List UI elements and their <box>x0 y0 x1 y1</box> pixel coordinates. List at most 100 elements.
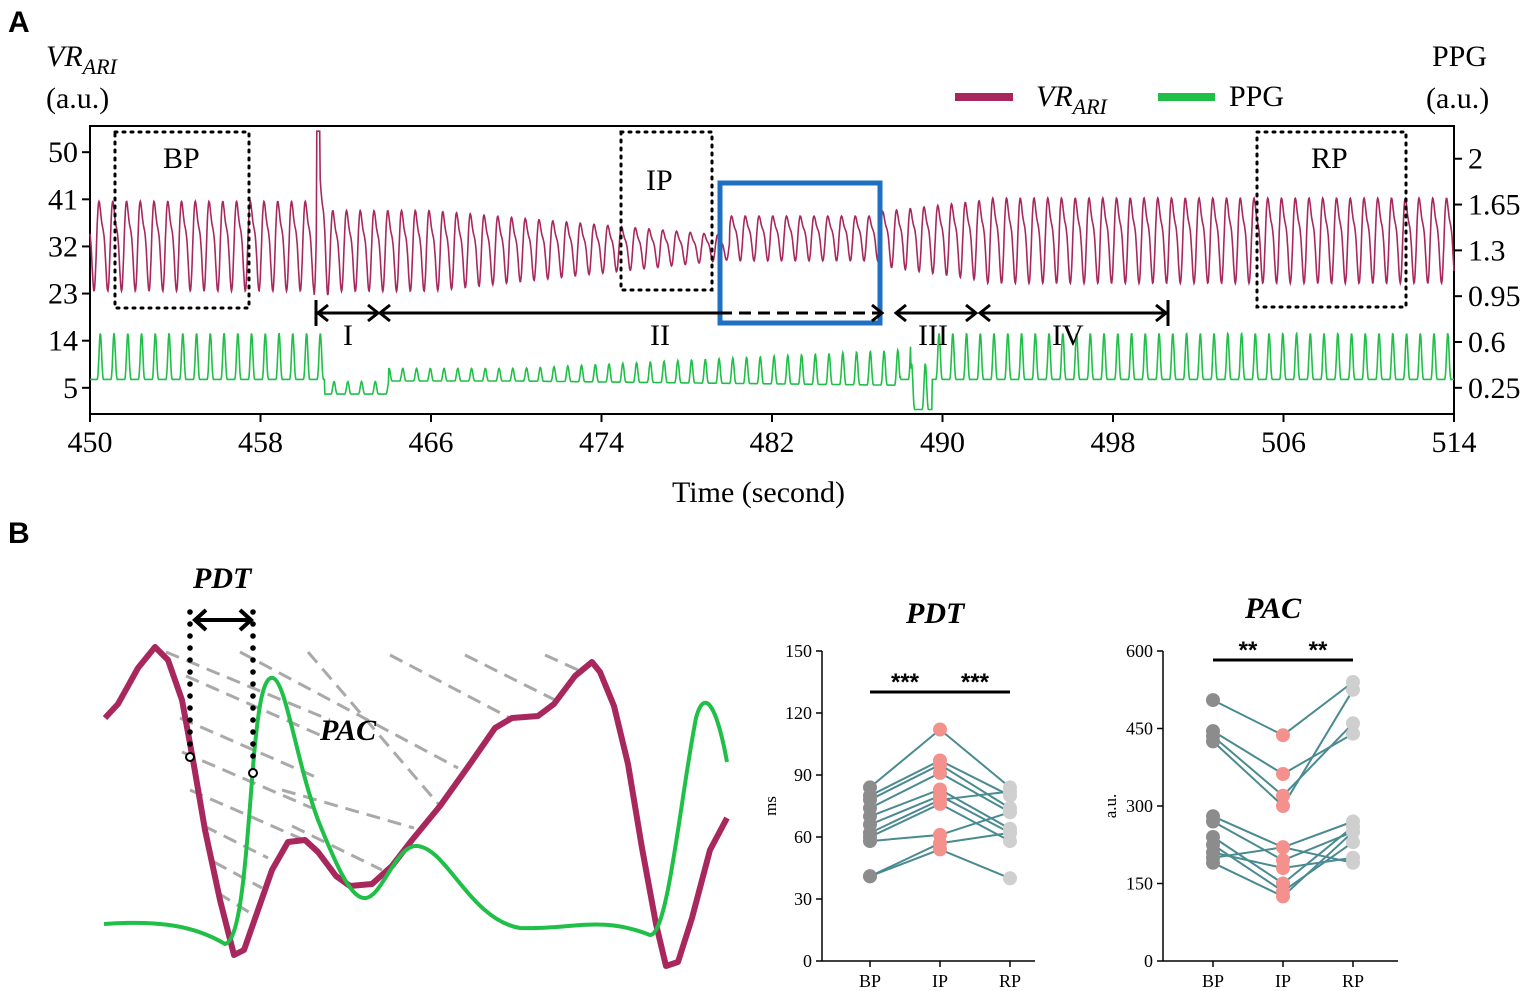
pdt-arrow-head-left <box>192 608 208 632</box>
right-axis-unit: (a.u.) <box>1426 82 1489 115</box>
data-point <box>1206 734 1220 749</box>
phase-label-i: I <box>343 319 353 352</box>
data-point <box>1276 889 1290 904</box>
pdt-dot <box>187 633 193 639</box>
data-point <box>933 842 947 857</box>
pac-y-label: a.u. <box>1101 794 1120 819</box>
phase-iii-head-right <box>965 303 979 323</box>
pdt-y-label: ms <box>761 796 780 816</box>
phase-label-ii: II <box>650 319 670 352</box>
region-label-rp: RP <box>1311 142 1348 175</box>
pdt-dot <box>250 693 256 699</box>
y-tick-label: 150 <box>1126 874 1153 894</box>
region-box-ip <box>619 130 714 292</box>
pdt-dot <box>250 621 256 627</box>
x-tick-label: IP <box>1275 971 1291 991</box>
data-point <box>1276 840 1290 855</box>
phase-ii-head-left <box>377 303 391 323</box>
significance-label: ** <box>1309 637 1328 664</box>
signals-a <box>89 130 1455 411</box>
phase-ii-head-right <box>871 303 885 323</box>
phase-label-iv: IV <box>1052 319 1084 352</box>
data-point <box>1276 799 1290 813</box>
y2-tick-label: 0.25 <box>1468 372 1521 405</box>
pdt-dot <box>250 645 256 651</box>
data-point <box>1206 855 1220 870</box>
pdt-dot <box>187 693 193 699</box>
x-tick-label: 514 <box>1432 426 1477 459</box>
y-tick-label: 50 <box>48 136 78 169</box>
y-tick-label: 90 <box>794 765 812 785</box>
subject-line <box>1212 681 1354 737</box>
schematic-ppg-curve <box>103 675 729 947</box>
x-tick-label: 450 <box>68 426 113 459</box>
y2-tick-label: 0.6 <box>1468 326 1506 359</box>
y-tick-label: 120 <box>785 703 812 723</box>
x-tick-label: IP <box>932 971 948 991</box>
data-point <box>1346 835 1360 850</box>
pdt-dot <box>250 657 256 663</box>
schematic-pdt-label: PDT <box>192 562 253 595</box>
phase-label-iii: III <box>918 319 948 352</box>
y-tick-label: 600 <box>1126 641 1153 661</box>
highlight-box <box>717 180 883 326</box>
y-tick-label: 150 <box>785 641 812 661</box>
schematic-vr-curve <box>102 644 730 969</box>
region-label-bp: BP <box>163 142 200 175</box>
ppg-signal <box>90 331 1454 411</box>
x-tick-label: BP <box>1202 971 1224 991</box>
x-tick-label: 490 <box>920 426 965 459</box>
pdt-dot <box>187 621 193 627</box>
legend-vr-label: VRARI <box>1036 80 1109 119</box>
pdt-arrow-head-right <box>238 608 254 632</box>
data-point <box>1346 716 1360 731</box>
pdt-end-marker <box>248 768 258 778</box>
pdt-dot <box>250 609 256 615</box>
pdt-dot <box>187 717 193 723</box>
pdt-dot <box>187 645 193 651</box>
y2-tick-label: 0.95 <box>1468 280 1521 313</box>
x-tick-label: 482 <box>750 426 795 459</box>
y2-tick-label: 1.3 <box>1468 234 1506 267</box>
y-tick-label: 450 <box>1126 719 1153 739</box>
pdt-dot <box>250 669 256 675</box>
schematic-pac-label: PAC <box>319 714 377 747</box>
y-tick-label: 0 <box>1144 951 1153 971</box>
pdt-dot <box>250 633 256 639</box>
x-tick-label: BP <box>859 971 881 991</box>
data-point <box>933 796 947 811</box>
data-point <box>1003 805 1017 820</box>
pdt-dot <box>250 705 256 711</box>
legend-ppg-label: PPG <box>1229 80 1284 113</box>
y-tick-label: 60 <box>794 827 812 847</box>
pdt-dot <box>187 681 193 687</box>
left-axis-title: VRARI <box>46 40 119 79</box>
x-tick-label: 458 <box>238 426 283 459</box>
data-point <box>863 869 877 884</box>
phase-iv-head-right <box>1155 303 1169 323</box>
significance-label: ** <box>1239 637 1258 664</box>
pac-chart-title: PAC <box>1244 592 1302 625</box>
data-point <box>1276 788 1290 803</box>
y-tick-label: 41 <box>48 183 78 216</box>
region-label-ip: IP <box>646 164 673 197</box>
data-point <box>1206 814 1220 829</box>
pdt-start-marker <box>185 752 195 762</box>
pdt-dot <box>187 669 193 675</box>
pac-hatching <box>165 650 579 916</box>
axes-a: 450 458 466 474 482 490 498 506 514514233241500.… <box>48 136 1521 459</box>
vr-signal <box>89 130 1455 296</box>
pdt-dot <box>187 657 193 663</box>
region-box-bp <box>113 130 251 310</box>
data-point <box>1346 824 1360 839</box>
data-point <box>1276 728 1290 743</box>
pdt-chart-title: PDT <box>905 597 966 630</box>
x-tick-label: RP <box>1342 971 1364 991</box>
data-point <box>1346 726 1360 741</box>
pdt-dot <box>187 741 193 747</box>
pdt-dot <box>187 609 193 615</box>
x-tick-label: 466 <box>409 426 454 459</box>
panel-b-label: B <box>8 517 30 550</box>
y-tick-label: 300 <box>1126 796 1153 816</box>
pdt-dot <box>250 717 256 723</box>
